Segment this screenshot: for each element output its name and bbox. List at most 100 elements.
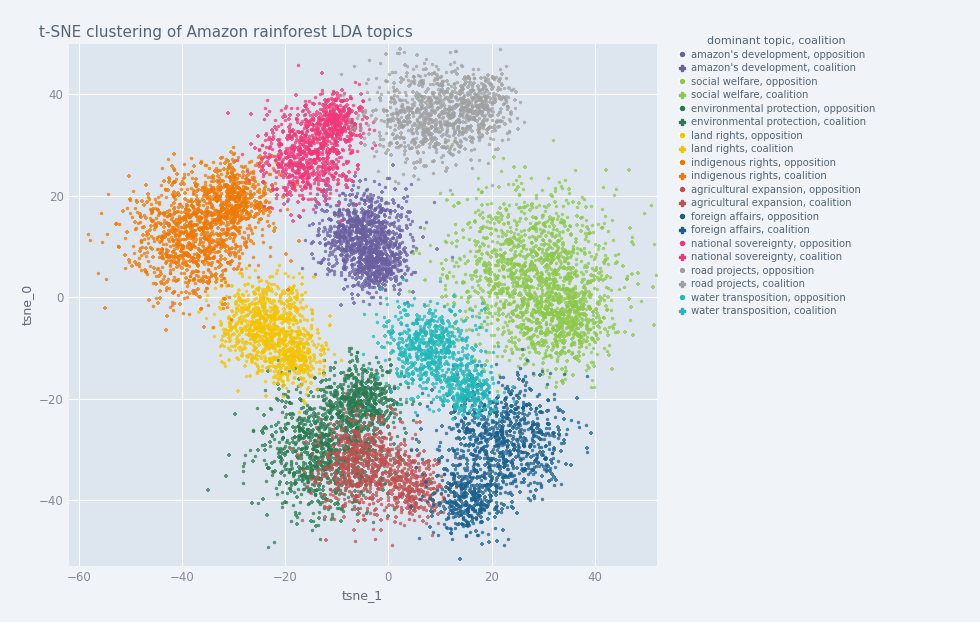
Point	[347, 269, 363, 279]
Point	[244, 318, 260, 328]
Point	[405, 343, 420, 353]
Point	[279, 435, 295, 445]
Point	[288, 168, 304, 178]
Point	[326, 221, 342, 231]
Point	[471, 504, 487, 514]
Point	[354, 447, 369, 457]
Point	[477, 425, 493, 435]
Point	[308, 435, 323, 445]
Point	[236, 311, 252, 321]
Point	[245, 238, 261, 248]
Point	[324, 101, 340, 111]
Point	[365, 414, 380, 424]
Point	[180, 230, 196, 240]
Point	[266, 305, 281, 315]
Point	[502, 336, 517, 346]
Point	[167, 187, 182, 197]
Point	[357, 366, 372, 376]
Point	[311, 456, 326, 466]
Point	[324, 132, 340, 142]
Point	[324, 490, 340, 500]
Point	[325, 126, 341, 136]
Point	[483, 111, 499, 121]
Point	[555, 336, 570, 346]
Point	[430, 355, 446, 365]
Point	[325, 246, 341, 256]
Point	[372, 134, 388, 144]
Point	[393, 312, 409, 322]
Point	[479, 216, 495, 226]
Point	[439, 375, 455, 385]
Point	[349, 354, 365, 364]
Point	[499, 413, 514, 423]
Point	[495, 448, 511, 458]
Point	[311, 457, 326, 467]
Point	[556, 294, 571, 304]
Point	[412, 330, 427, 340]
Point	[545, 291, 561, 301]
Point	[178, 203, 194, 213]
Point	[196, 259, 212, 269]
Point	[367, 383, 382, 392]
Point	[544, 274, 560, 284]
Point	[580, 301, 596, 311]
Point	[292, 144, 308, 154]
Point	[213, 320, 228, 330]
Point	[226, 192, 242, 202]
Point	[439, 126, 455, 136]
Point	[493, 424, 509, 434]
Point	[288, 304, 304, 313]
Point	[390, 371, 406, 381]
Point	[314, 254, 329, 264]
Point	[328, 465, 344, 475]
Point	[307, 412, 322, 422]
Point	[503, 307, 518, 317]
Point	[396, 326, 412, 336]
Point	[220, 210, 235, 220]
Point	[223, 208, 239, 218]
Point	[155, 247, 171, 257]
Point	[475, 388, 491, 397]
Point	[371, 253, 387, 263]
Point	[541, 284, 557, 294]
Point	[227, 173, 243, 183]
Point	[533, 425, 549, 435]
Point	[495, 261, 511, 271]
Point	[482, 211, 498, 221]
Point	[242, 210, 258, 220]
Point	[419, 346, 435, 356]
Point	[521, 225, 537, 234]
Point	[505, 393, 520, 403]
Point	[354, 263, 369, 273]
Point	[349, 221, 365, 231]
Point	[427, 124, 443, 134]
Point	[341, 228, 357, 238]
Point	[354, 384, 369, 394]
Point	[396, 256, 412, 266]
Point	[531, 427, 547, 437]
Point	[327, 95, 343, 104]
Point	[356, 231, 371, 241]
Point	[338, 388, 354, 398]
Point	[559, 282, 574, 292]
Point	[471, 245, 487, 255]
Point	[497, 248, 513, 258]
Point	[371, 221, 387, 231]
Point	[190, 271, 206, 281]
Point	[417, 125, 433, 135]
Point	[376, 230, 392, 240]
Point	[277, 164, 293, 174]
Point	[374, 219, 390, 229]
Point	[164, 214, 179, 224]
Point	[316, 141, 331, 151]
Point	[202, 277, 218, 287]
Point	[468, 513, 484, 523]
Point	[368, 397, 383, 407]
Point	[543, 254, 559, 264]
Point	[395, 75, 411, 85]
Point	[372, 425, 388, 435]
Point	[500, 234, 515, 244]
Point	[453, 354, 468, 364]
Point	[145, 253, 161, 262]
Point	[430, 405, 446, 415]
